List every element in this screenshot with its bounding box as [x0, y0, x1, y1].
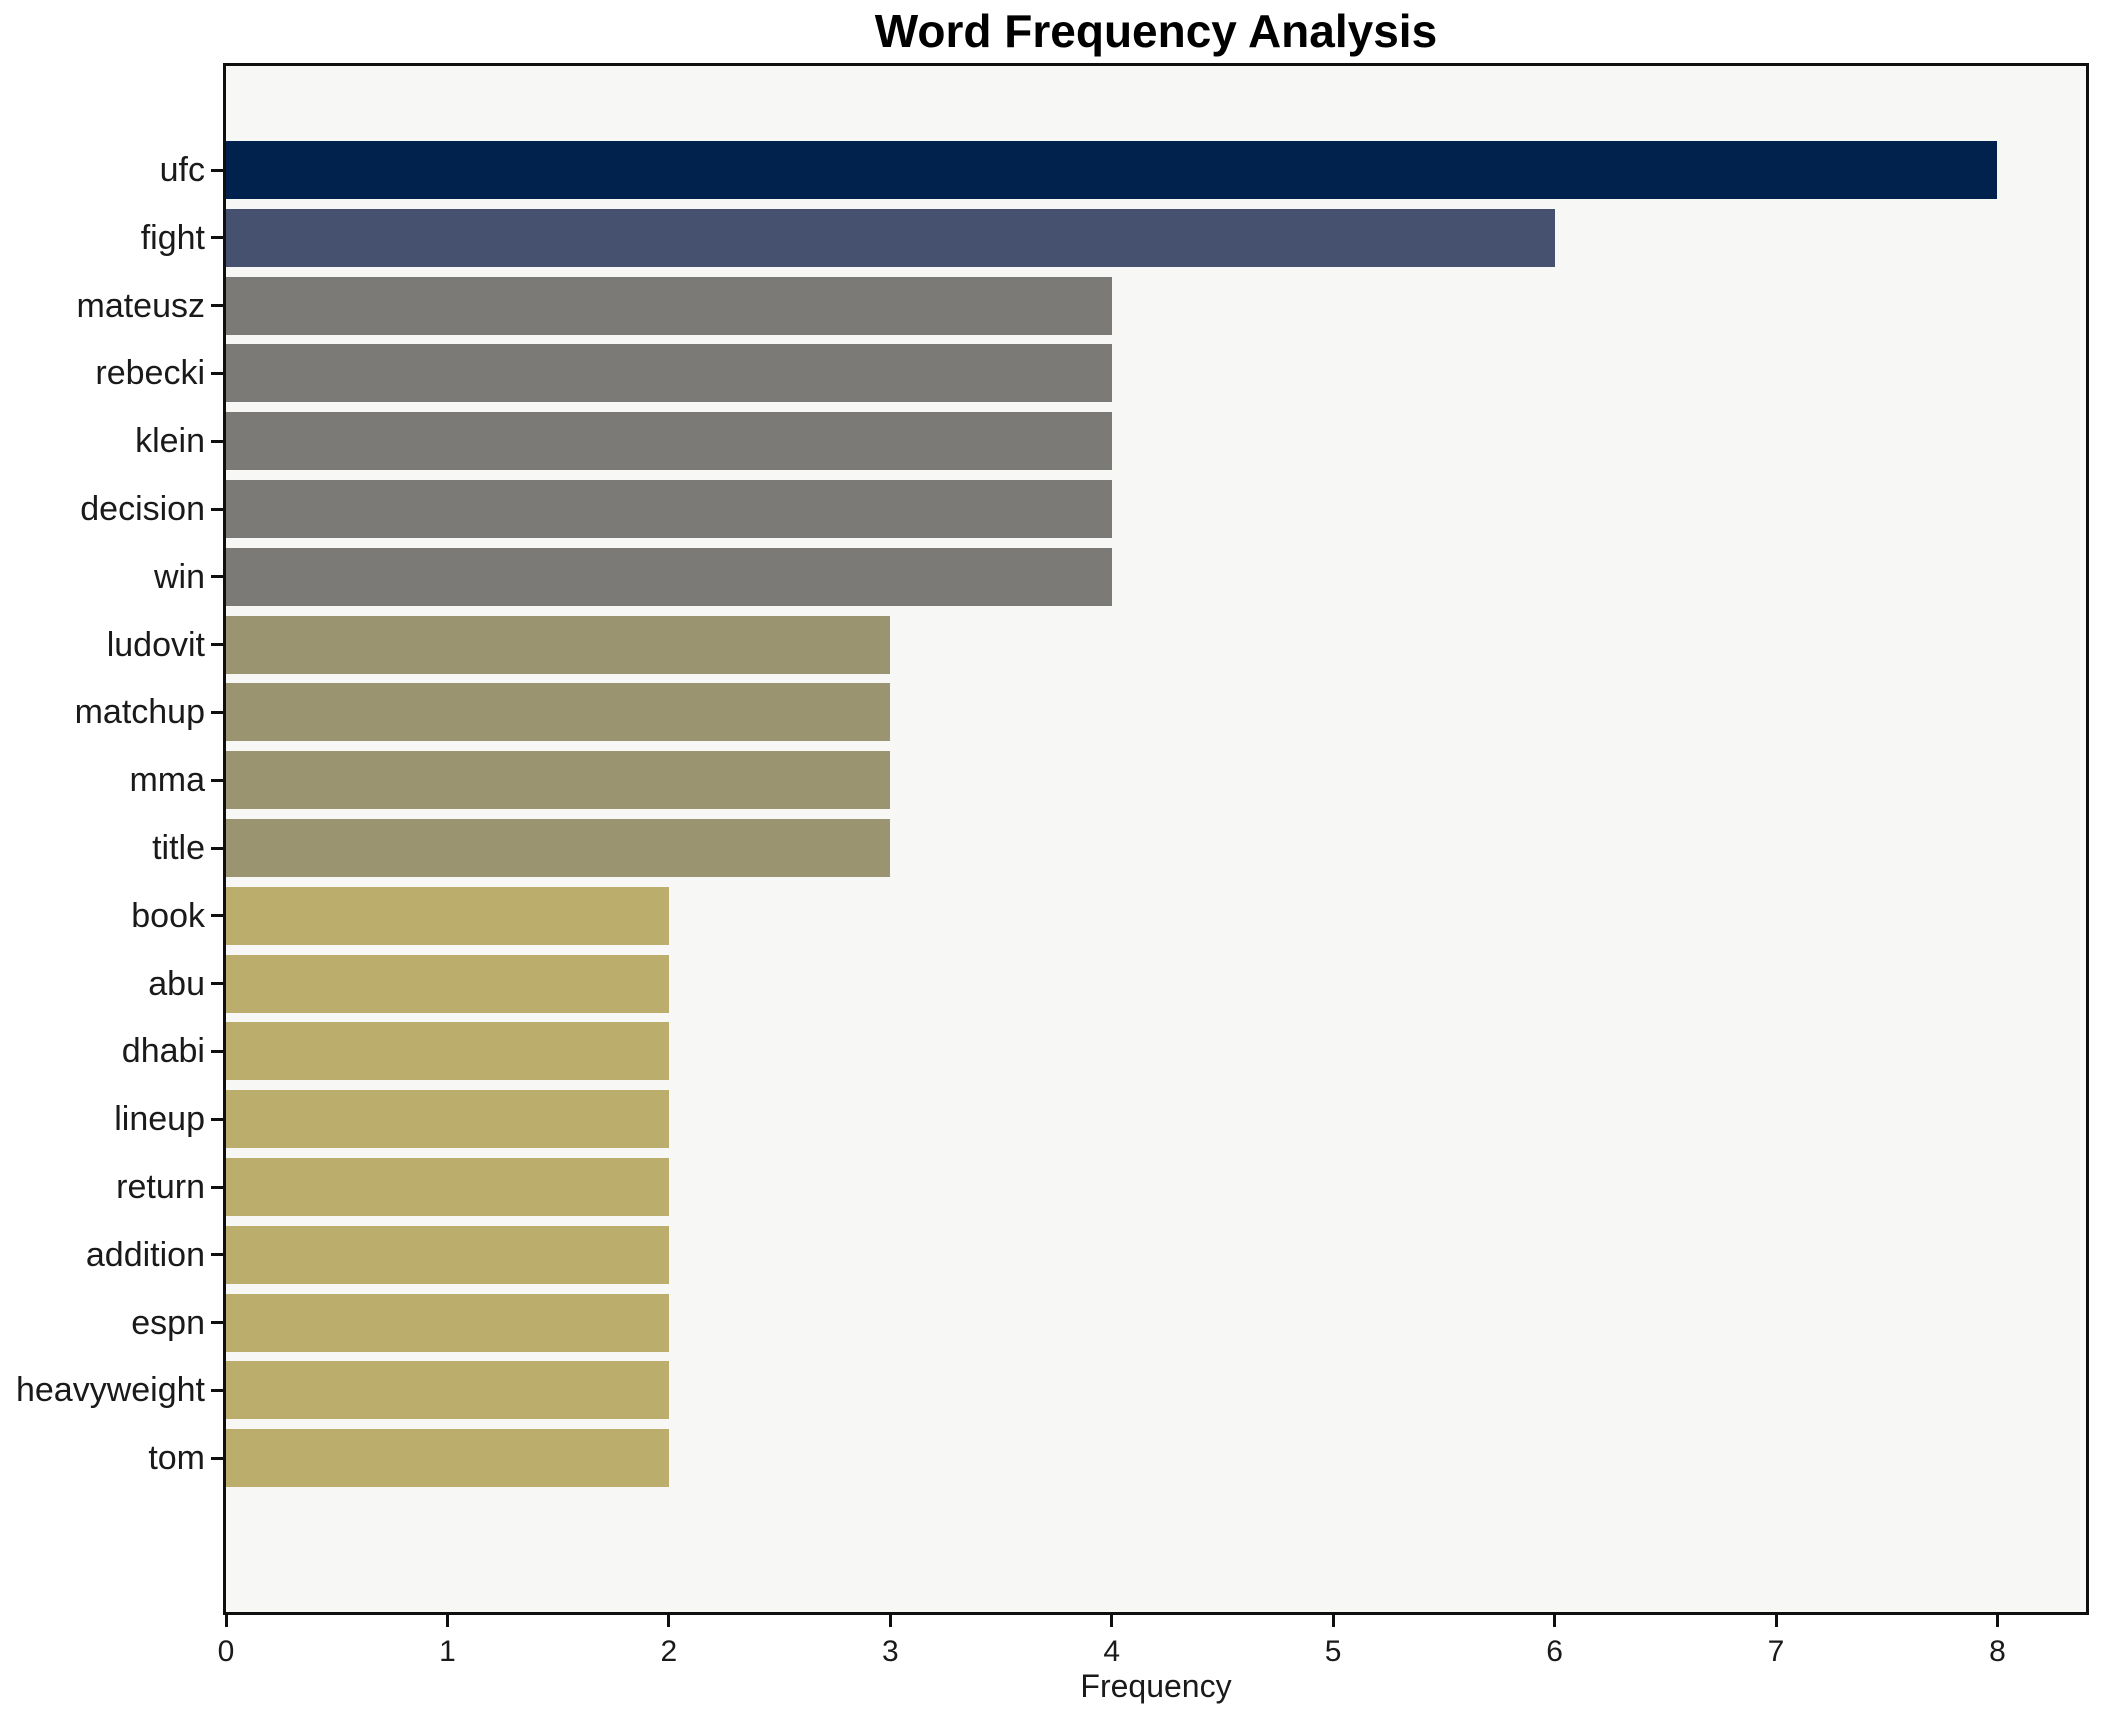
y-tick-label-rebecki: rebecki — [95, 354, 205, 393]
y-tick-mark — [211, 1388, 223, 1392]
y-tick-label-fight: fight — [140, 218, 205, 257]
y-tick-label-ufc: ufc — [159, 151, 205, 189]
y-tick-mark — [211, 1456, 223, 1460]
y-tick-label-klein: klein — [135, 422, 205, 461]
x-tick-mark — [224, 1615, 228, 1627]
bar-lineup — [226, 1090, 669, 1149]
y-tick-label-title: title — [152, 829, 205, 867]
y-tick-mark — [211, 1321, 223, 1325]
bar-matchup — [226, 683, 891, 742]
y-tick-mark — [211, 507, 223, 511]
y-tick-mark — [211, 1117, 223, 1121]
bar-mateusz — [226, 276, 1112, 335]
x-tick-label-0: 0 — [217, 1635, 235, 1668]
x-tick-mark — [667, 1615, 671, 1627]
y-tick-mark — [211, 304, 223, 308]
bar-mma — [226, 751, 891, 810]
bar-ludovit — [226, 615, 891, 674]
bar-rebecki — [226, 344, 1112, 403]
y-tick-mark — [211, 1185, 223, 1189]
y-tick-mark — [211, 982, 223, 986]
bar-title — [226, 819, 891, 877]
plot-area — [223, 63, 2089, 1615]
y-tick-mark — [211, 778, 223, 782]
x-tick-label-7: 7 — [1767, 1635, 1785, 1668]
x-tick-label-1: 1 — [439, 1635, 456, 1668]
y-tick-mark — [211, 846, 223, 850]
y-tick-label-dhabi: dhabi — [121, 1032, 205, 1071]
chart-title: Word Frequency Analysis — [874, 5, 1438, 57]
y-tick-mark — [211, 371, 223, 375]
x-tick-mark — [888, 1615, 892, 1627]
y-tick-mark — [211, 710, 223, 714]
y-tick-label-ludovit: ludovit — [106, 625, 205, 664]
bar-dhabi — [226, 1022, 669, 1081]
y-tick-label-mma: mma — [129, 761, 205, 800]
y-tick-label-tom: tom — [148, 1439, 205, 1478]
bar-tom — [226, 1429, 669, 1488]
x-tick-mark — [445, 1615, 449, 1627]
y-tick-mark — [211, 643, 223, 647]
y-tick-mark — [211, 914, 223, 918]
x-tick-mark — [1110, 1615, 1114, 1627]
y-tick-label-espn: espn — [131, 1303, 205, 1342]
y-tick-label-abu: abu — [148, 964, 205, 1003]
bar-return — [226, 1158, 669, 1216]
y-tick-label-addition: addition — [85, 1235, 205, 1274]
y-tick-mark — [211, 439, 223, 443]
y-tick-mark — [211, 1049, 223, 1053]
x-tick-mark — [1331, 1615, 1335, 1627]
bar-fight — [226, 208, 1555, 267]
bar-addition — [226, 1225, 669, 1284]
y-tick-label-heavyweight: heavyweight — [15, 1371, 205, 1410]
bar-win — [226, 547, 1112, 606]
y-tick-label-return: return — [116, 1168, 205, 1206]
y-tick-label-mateusz: mateusz — [76, 286, 206, 325]
bar-book — [226, 886, 669, 945]
bar-ufc — [226, 141, 1998, 199]
x-tick-label-6: 6 — [1546, 1635, 1563, 1668]
bar-decision — [226, 480, 1112, 538]
x-tick-label-8: 8 — [1989, 1635, 2006, 1668]
y-tick-label-book: book — [131, 896, 205, 935]
bar-espn — [226, 1293, 669, 1352]
x-tick-label-4: 4 — [1103, 1635, 1121, 1668]
x-tick-label-3: 3 — [881, 1635, 899, 1668]
y-tick-mark — [211, 575, 223, 579]
y-tick-label-lineup: lineup — [114, 1100, 205, 1139]
y-tick-label-decision: decision — [80, 490, 205, 528]
y-tick-mark — [211, 1253, 223, 1257]
bar-klein — [226, 412, 1112, 471]
x-tick-mark — [1774, 1615, 1778, 1627]
x-tick-label-2: 2 — [660, 1635, 678, 1668]
x-tick-mark — [1995, 1615, 1999, 1627]
bar-heavyweight — [226, 1361, 669, 1420]
bar-abu — [226, 954, 669, 1013]
x-tick-mark — [1553, 1615, 1557, 1627]
y-tick-label-matchup: matchup — [74, 693, 205, 732]
y-tick-label-win: win — [153, 557, 205, 596]
y-tick-mark — [211, 236, 223, 240]
x-tick-label-5: 5 — [1324, 1635, 1342, 1668]
y-tick-mark — [211, 168, 223, 172]
x-axis-label: Frequency — [1080, 1668, 1232, 1704]
